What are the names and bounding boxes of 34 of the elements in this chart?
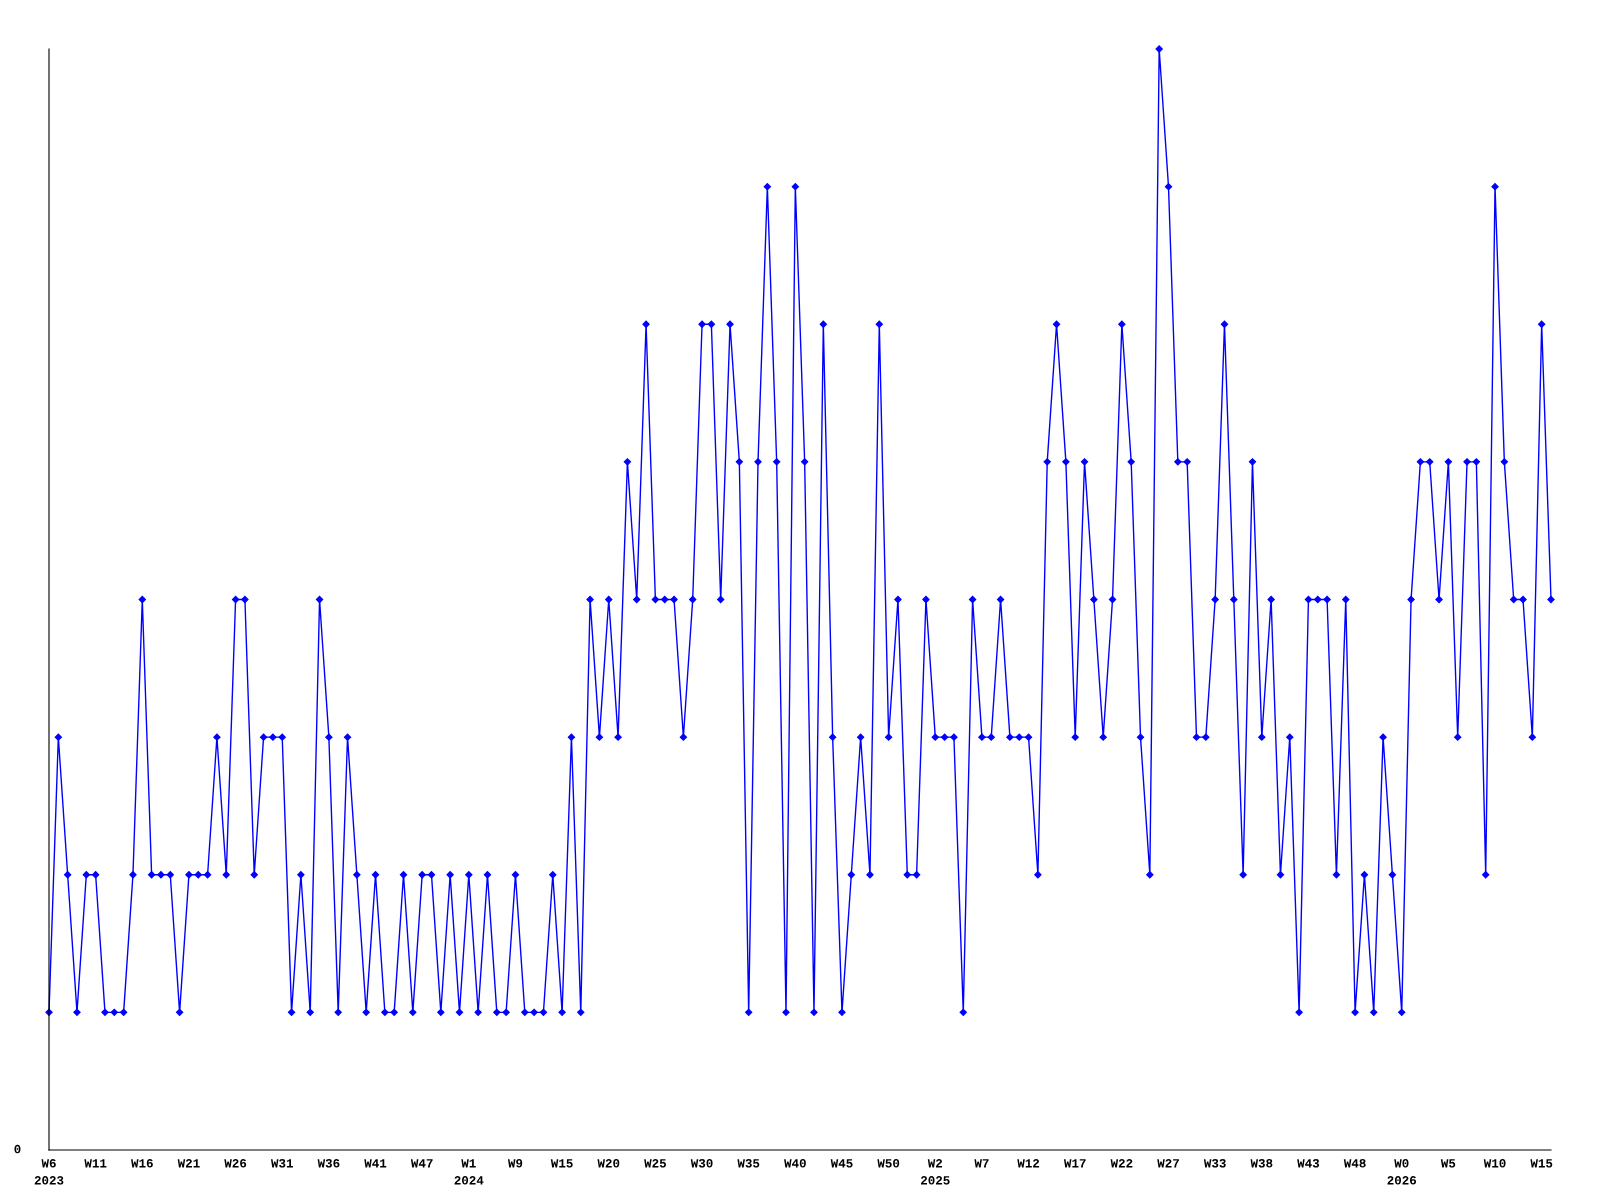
x-tick-label: W43 xyxy=(1297,1159,1320,1168)
x-tick-label: W9 xyxy=(507,1159,523,1168)
x-tick-label: W16 xyxy=(131,1159,153,1168)
x-tick-label: W40 xyxy=(784,1159,806,1168)
x-tick-label: W21 xyxy=(177,1159,200,1168)
x-tick-label: W6 2023 xyxy=(34,1159,64,1185)
x-tick-label: W48 xyxy=(1343,1159,1366,1168)
x-tick-label: W22 xyxy=(1110,1159,1133,1168)
x-tick-label: W31 xyxy=(270,1159,293,1168)
x-tick-label: W36 xyxy=(317,1159,340,1168)
x-tick-label: W11 xyxy=(84,1159,107,1168)
x-tick-label: W12 xyxy=(1017,1159,1040,1168)
x-tick-label: W41 xyxy=(364,1159,387,1168)
x-tick-label: W17 xyxy=(1063,1159,1086,1168)
x-tick-label: W10 xyxy=(1483,1159,1506,1168)
x-tick-label: W1 2024 xyxy=(454,1159,484,1185)
x-tick-label: W47 xyxy=(410,1159,433,1168)
x-tick-label: W27 xyxy=(1157,1159,1179,1168)
x-tick-label: W20 xyxy=(597,1159,620,1168)
x-tick-label: W38 xyxy=(1250,1159,1273,1168)
x-tick-label: W30 xyxy=(690,1159,713,1168)
x-tick-label: W45 xyxy=(830,1159,853,1168)
x-tick-label: W25 xyxy=(644,1159,666,1168)
x-tick-label: W15 xyxy=(1530,1159,1553,1168)
x-tick-label: W35 xyxy=(737,1159,760,1168)
x-tick-label: W15 xyxy=(550,1159,573,1168)
x-tick-label: W5 xyxy=(1440,1159,1456,1168)
x-tick-label: W50 xyxy=(877,1159,900,1168)
x-tick-label: W2 2025 xyxy=(921,1159,950,1185)
x-tick-label: W33 xyxy=(1203,1159,1226,1168)
text: 0 xyxy=(14,1144,21,1154)
x-tick-label: W26 xyxy=(224,1159,247,1168)
x-tick-label: W0 2026 xyxy=(1387,1159,1417,1185)
x-tick-label: W7 xyxy=(974,1159,989,1168)
